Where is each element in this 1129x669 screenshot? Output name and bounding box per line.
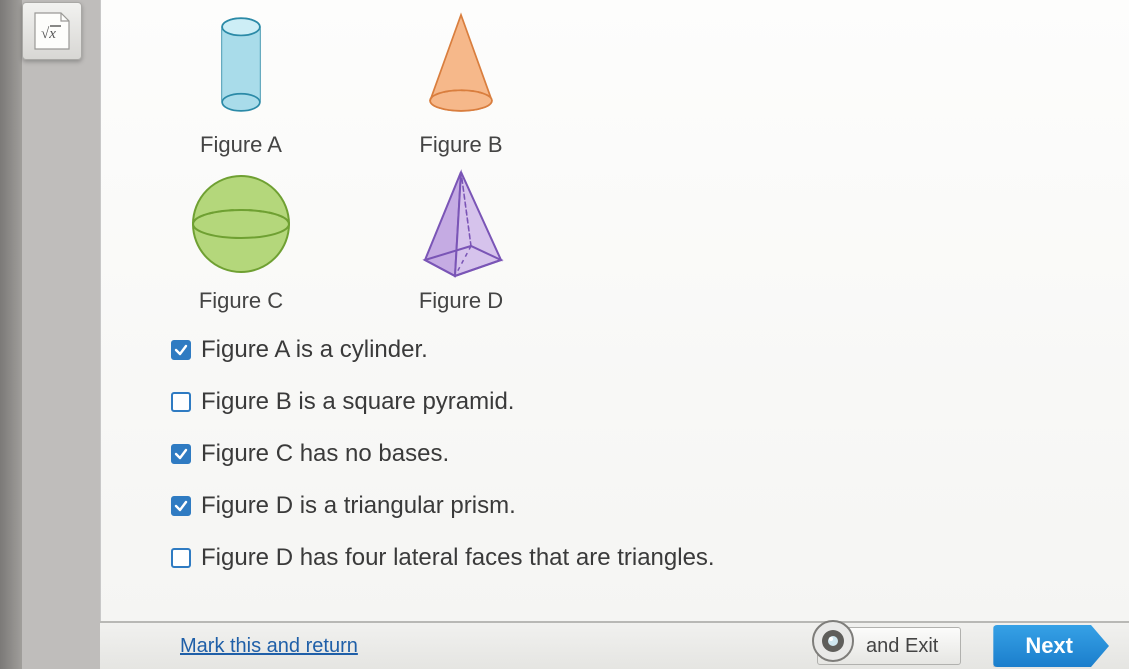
checkbox-3[interactable] [171, 444, 191, 464]
figure-c-label: Figure C [199, 288, 283, 314]
statement-1-text: Figure A is a cylinder. [201, 336, 428, 364]
webcam-record-icon [810, 618, 856, 664]
figure-b-label: Figure B [419, 132, 502, 158]
exit-button-label: and Exit [866, 635, 938, 658]
checkbox-1[interactable] [171, 340, 191, 360]
cylinder-icon [181, 8, 301, 128]
frame-shadow [0, 0, 22, 669]
sphere-icon [181, 164, 301, 284]
square-pyramid-icon [401, 164, 521, 284]
figure-a: Figure A [171, 8, 311, 158]
statement-5-text: Figure D has four lateral faces that are… [201, 544, 715, 572]
figure-row-1: Figure A Figure B [171, 8, 1089, 158]
figure-d-label: Figure D [419, 288, 503, 314]
statement-4[interactable]: Figure D is a triangular prism. [171, 492, 1089, 520]
mark-return-link[interactable]: Mark this and return [180, 635, 358, 658]
statement-2-text: Figure B is a square pyramid. [201, 388, 514, 416]
svg-text:√x: √x [41, 26, 56, 42]
cone-icon [401, 8, 521, 128]
document-sqrt-icon: √x [31, 11, 73, 51]
statement-3[interactable]: Figure C has no bases. [171, 440, 1089, 468]
statement-5[interactable]: Figure D has four lateral faces that are… [171, 544, 1089, 572]
figure-b: Figure B [391, 8, 531, 158]
question-panel: Figure A Figure B Figure C [100, 0, 1129, 669]
statement-3-text: Figure C has no bases. [201, 440, 449, 468]
checkbox-4[interactable] [171, 496, 191, 516]
statements-list: Figure A is a cylinder. Figure B is a sq… [171, 336, 1089, 572]
figure-a-label: Figure A [200, 132, 282, 158]
statement-1[interactable]: Figure A is a cylinder. [171, 336, 1089, 364]
statement-2[interactable]: Figure B is a square pyramid. [171, 388, 1089, 416]
checkbox-5[interactable] [171, 548, 191, 568]
bottom-bar: Mark this and return and Exit Next [100, 621, 1129, 669]
next-button-label: Next [1025, 633, 1073, 658]
question-content: Figure A Figure B Figure C [101, 0, 1129, 621]
figure-d: Figure D [391, 164, 531, 314]
figure-c: Figure C [171, 164, 311, 314]
statement-4-text: Figure D is a triangular prism. [201, 492, 516, 520]
figure-row-2: Figure C Figure D [171, 164, 1089, 314]
checkbox-2[interactable] [171, 392, 191, 412]
save-and-exit-button[interactable]: and Exit [817, 627, 961, 665]
math-tool-button[interactable]: √x [22, 2, 82, 60]
next-button[interactable]: Next [993, 625, 1109, 667]
